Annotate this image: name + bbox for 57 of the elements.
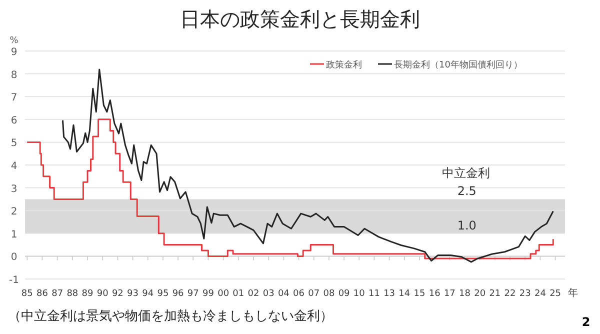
x-tick-label: 20 [474,289,486,299]
x-tick-label: 18 [459,289,471,299]
annotation: 1.0 [457,218,476,232]
x-tick-label: 01 [232,289,244,299]
y-tick-label: -1 [9,275,19,286]
y-tick-label: 7 [10,92,18,104]
x-tick-label: 07 [308,289,320,299]
x-tick-label: 08 [323,289,335,299]
y-tick-label: 2 [10,206,18,218]
x-tick-label: 24 [534,289,546,299]
y-axis-title: % [10,36,19,46]
x-tick-label: 90 [96,289,109,299]
y-tick-label: 1 [10,229,18,240]
x-tick-label: 10 [353,289,366,299]
x-tick-label: 21 [489,289,501,299]
legend-label: 長期金利（10年物国債利回り） [394,60,522,70]
x-tick-label: 06 [293,289,305,299]
x-tick-label: 25 [550,289,562,299]
y-tick-label: 0 [10,252,18,264]
x-tick-label: 00 [218,289,230,299]
annotation: 2.5 [457,184,476,198]
y-tick-label: 4 [10,161,18,172]
x-tick-label: 85 [21,289,33,299]
legend-label: 政策金利 [326,60,362,70]
x-tick-label: 13 [384,289,396,299]
x-tick-label: 88 [66,289,78,299]
x-tick-label: 03 [262,289,274,299]
x-tick-label: 04 [278,289,290,299]
x-tick-label: 23 [519,289,531,299]
y-tick-label: 3 [10,184,18,195]
x-tick-label: 89 [82,289,94,299]
x-tick-label: 14 [398,289,410,299]
text: 2 [582,315,590,329]
x-tick-label: 93 [127,289,139,299]
x-tick-label: 17 [444,289,456,299]
x-tick-label: 87 [52,289,64,299]
x-tick-label: 94 [142,289,154,299]
x-tick-label: 02 [248,289,260,299]
y-tick-label: 8 [10,70,18,81]
x-tick-label: 86 [36,289,48,299]
x-tick-label: 16 [428,289,441,299]
x-tick-label: 99 [202,289,214,299]
y-tick-label: 9 [10,47,18,58]
y-tick-label: 6 [10,115,18,126]
x-tick-label: 95 [157,289,169,299]
x-tick-label: 22 [504,289,516,299]
x-axis-title: 年 [568,287,578,299]
x-tick-label: 96 [172,289,184,299]
x-tick-label: 09 [338,289,350,299]
band-label: 中立金利 [442,166,490,180]
x-tick-label: 92 [112,289,124,299]
x-tick-label: 97 [187,289,199,299]
y-tick-label: 5 [10,138,18,150]
x-tick-label: 11 [368,289,380,299]
text: （中立金利は景気や物価を加熱も冷ましもしない金利） [8,308,333,324]
x-tick-label: 15 [414,289,426,299]
chart-title: 日本の政策金利と長期金利 [180,7,420,31]
